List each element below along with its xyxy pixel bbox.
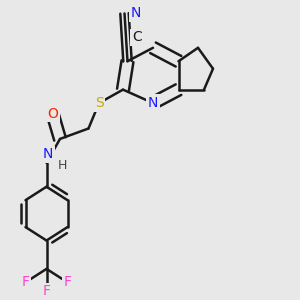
Text: H: H (58, 159, 67, 172)
Text: N: N (43, 147, 53, 161)
Text: C: C (132, 30, 142, 44)
Text: F: F (64, 275, 71, 289)
Text: F: F (43, 284, 50, 298)
Text: O: O (47, 106, 58, 121)
Text: S: S (94, 96, 103, 110)
Text: N: N (131, 6, 142, 20)
Text: F: F (22, 275, 29, 289)
Text: N: N (148, 96, 158, 110)
